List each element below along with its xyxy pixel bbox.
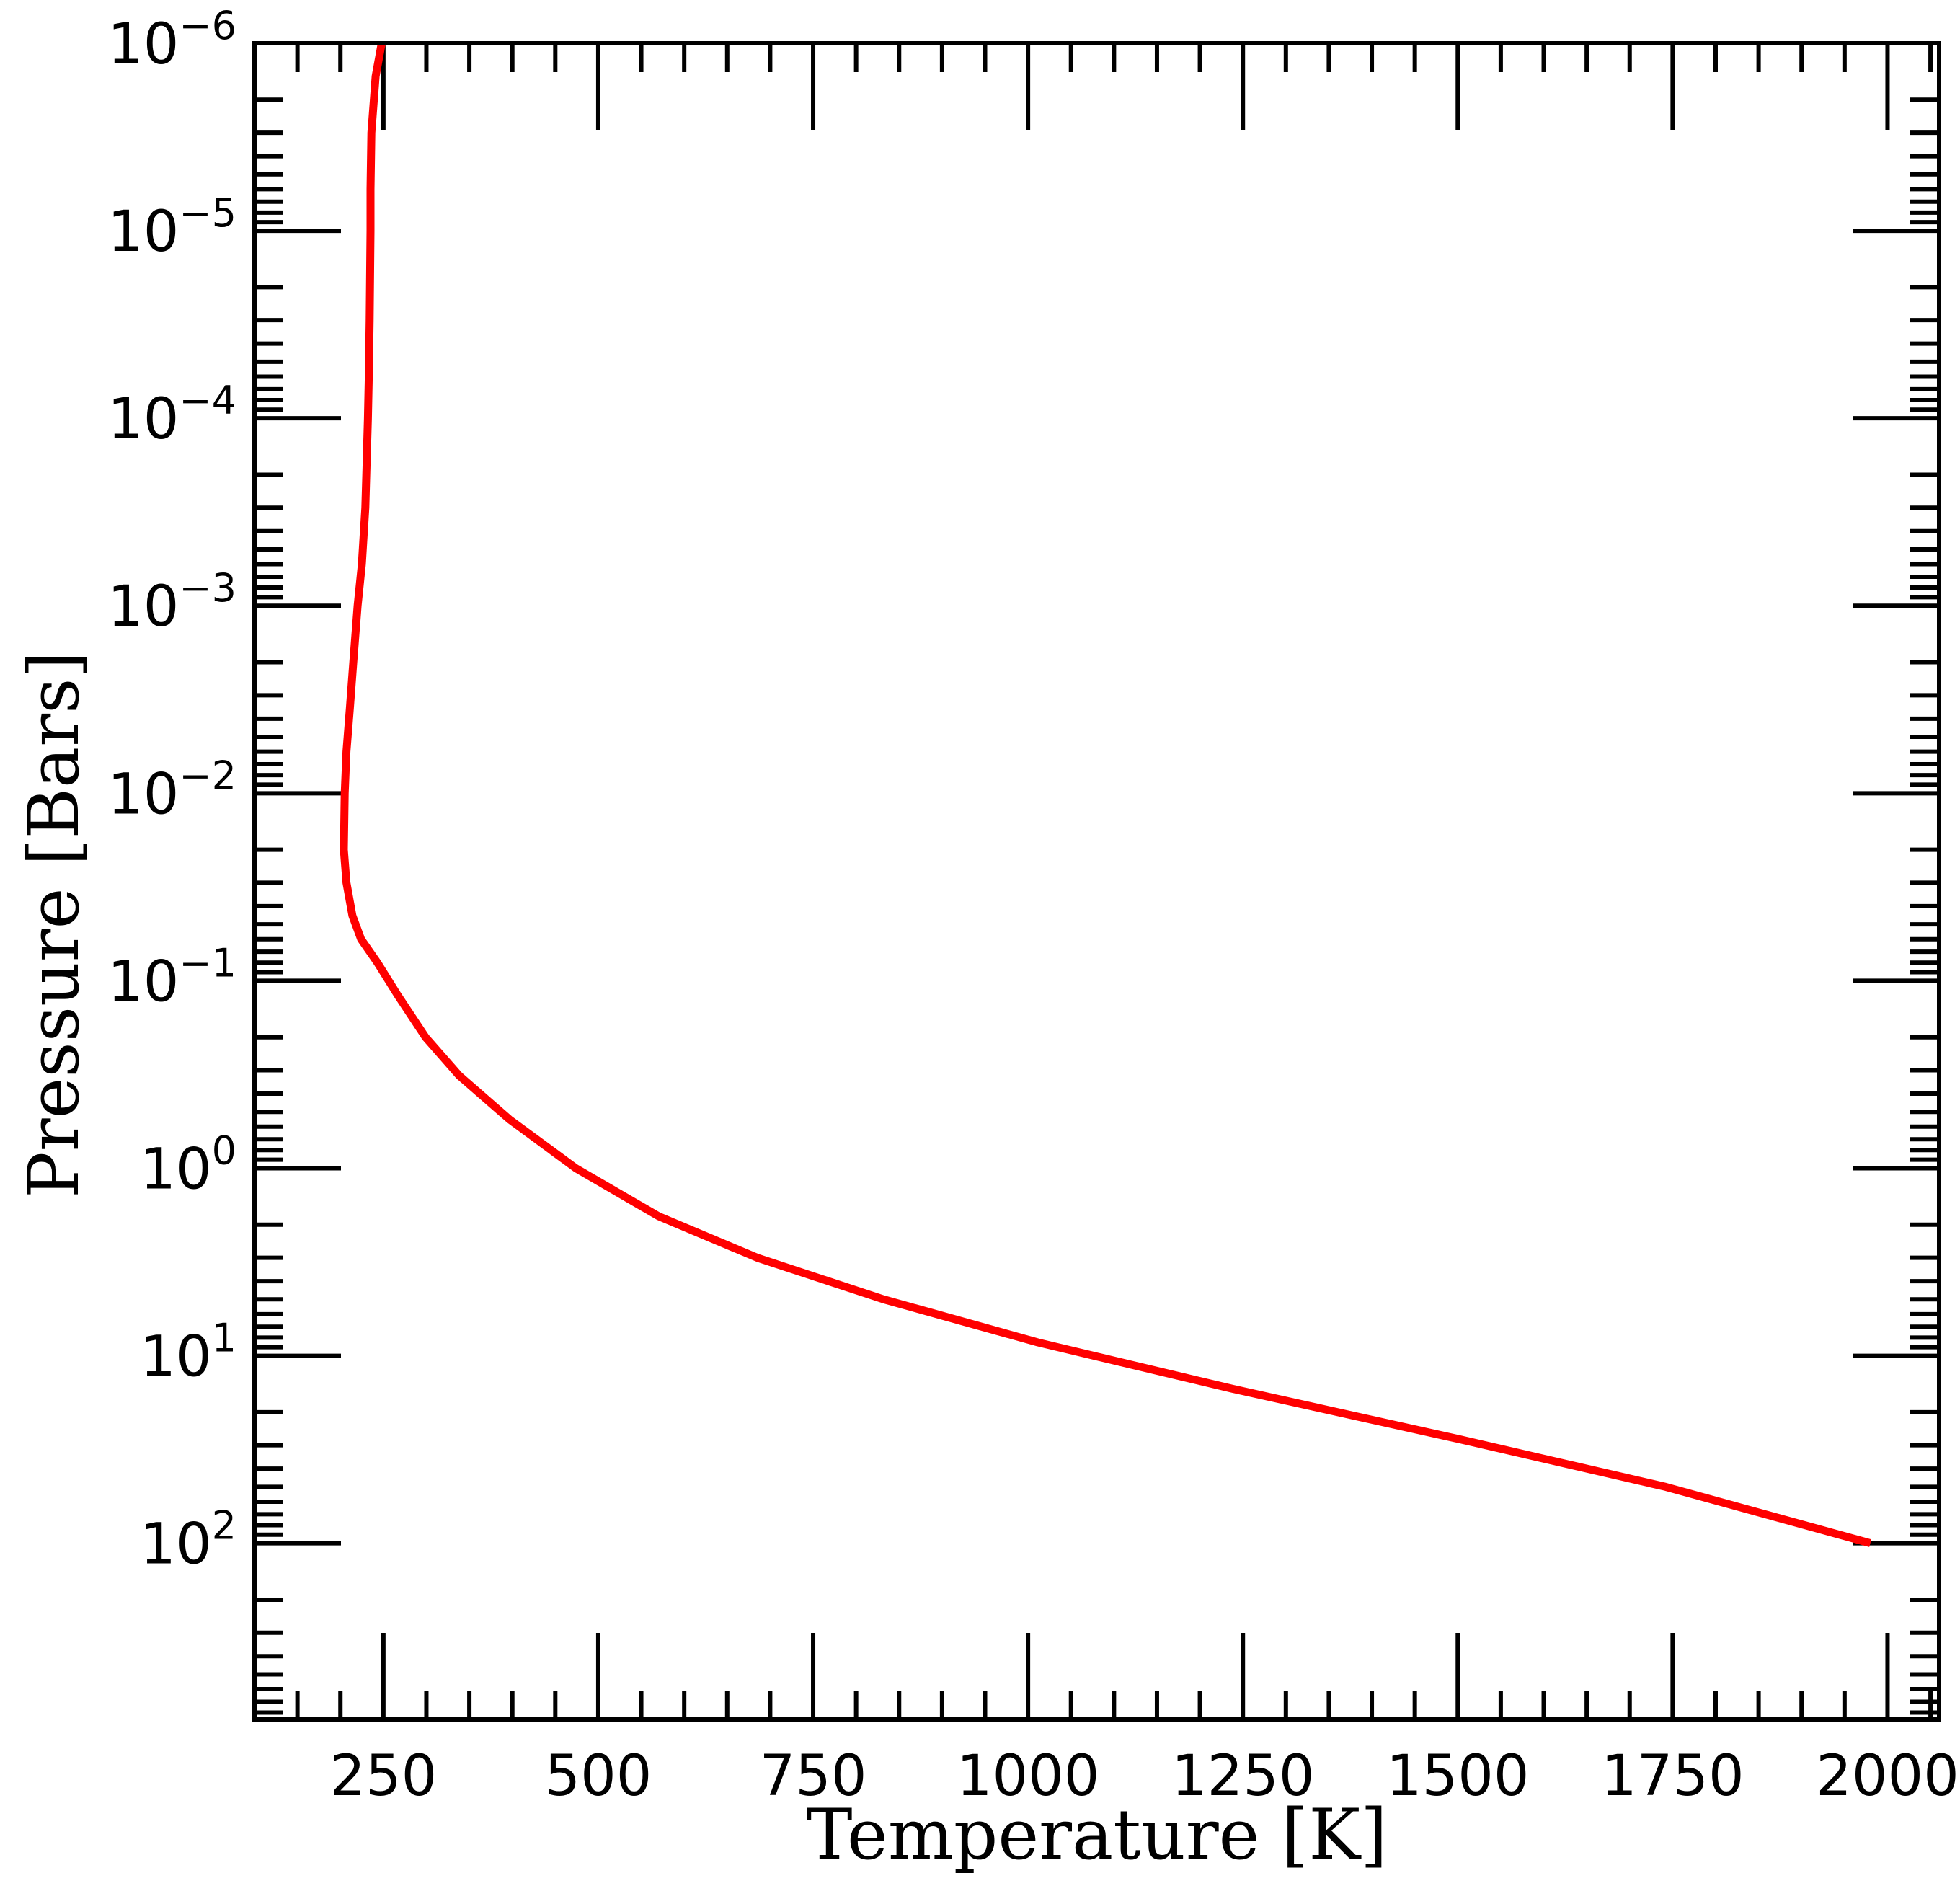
x-tick-labels: 250 500 750 1000 1250 1500 1750 2000 — [329, 1744, 1959, 1809]
y-tick-base: 10 — [107, 200, 179, 265]
y-tick-label: 10−2 — [107, 753, 236, 827]
y-tick-exponent: 2 — [212, 1503, 236, 1549]
x-tick-label: 1000 — [957, 1744, 1100, 1809]
y-tick-exponent: 1 — [212, 1316, 236, 1361]
y-tick-label: 10−1 — [107, 940, 236, 1014]
y-tick-label: 102 — [140, 1503, 236, 1577]
plot-frame — [252, 41, 1941, 1722]
y-tick-base: 10 — [140, 1513, 211, 1577]
axis-ticks — [252, 41, 1939, 1719]
x-tick-label: 1750 — [1601, 1744, 1744, 1809]
x-tick-label: 1500 — [1386, 1744, 1530, 1809]
y-tick-base: 10 — [107, 12, 179, 77]
y-tick-exponent: −6 — [179, 3, 236, 48]
series-line — [340, 43, 1872, 1547]
y-tick-label: 10−5 — [107, 190, 236, 265]
x-tick-label: 2000 — [1816, 1744, 1959, 1809]
y-tick-label: 101 — [140, 1316, 236, 1390]
y-tick-exponent: −2 — [179, 753, 236, 798]
y-tick-label: 100 — [140, 1128, 236, 1202]
y-tick-exponent: 0 — [212, 1128, 236, 1173]
y-tick-label: 10−3 — [107, 565, 236, 639]
x-axis-title: Temperature [K] — [806, 1794, 1387, 1875]
y-tick-label: 10−4 — [107, 378, 236, 452]
x-tick-label: 500 — [544, 1744, 652, 1809]
y-tick-base: 10 — [140, 1325, 211, 1390]
y-tick-base: 10 — [107, 387, 179, 452]
series-layer — [340, 43, 1872, 1547]
y-tick-exponent: −4 — [179, 378, 236, 423]
x-tick-label: 750 — [760, 1744, 867, 1809]
y-tick-exponent: −5 — [179, 190, 236, 236]
y-tick-base: 10 — [107, 949, 179, 1014]
y-tick-base: 10 — [140, 1137, 211, 1202]
y-tick-exponent: −3 — [179, 565, 236, 611]
x-tick-label: 250 — [329, 1744, 437, 1809]
y-tick-base: 10 — [107, 575, 179, 639]
y-tick-label: 10−6 — [107, 3, 236, 77]
x-tick-label: 1250 — [1171, 1744, 1315, 1809]
y-axis-title: Pressure [Bars] — [14, 651, 94, 1198]
y-tick-exponent: −1 — [179, 940, 236, 986]
y-tick-base: 10 — [107, 762, 179, 827]
